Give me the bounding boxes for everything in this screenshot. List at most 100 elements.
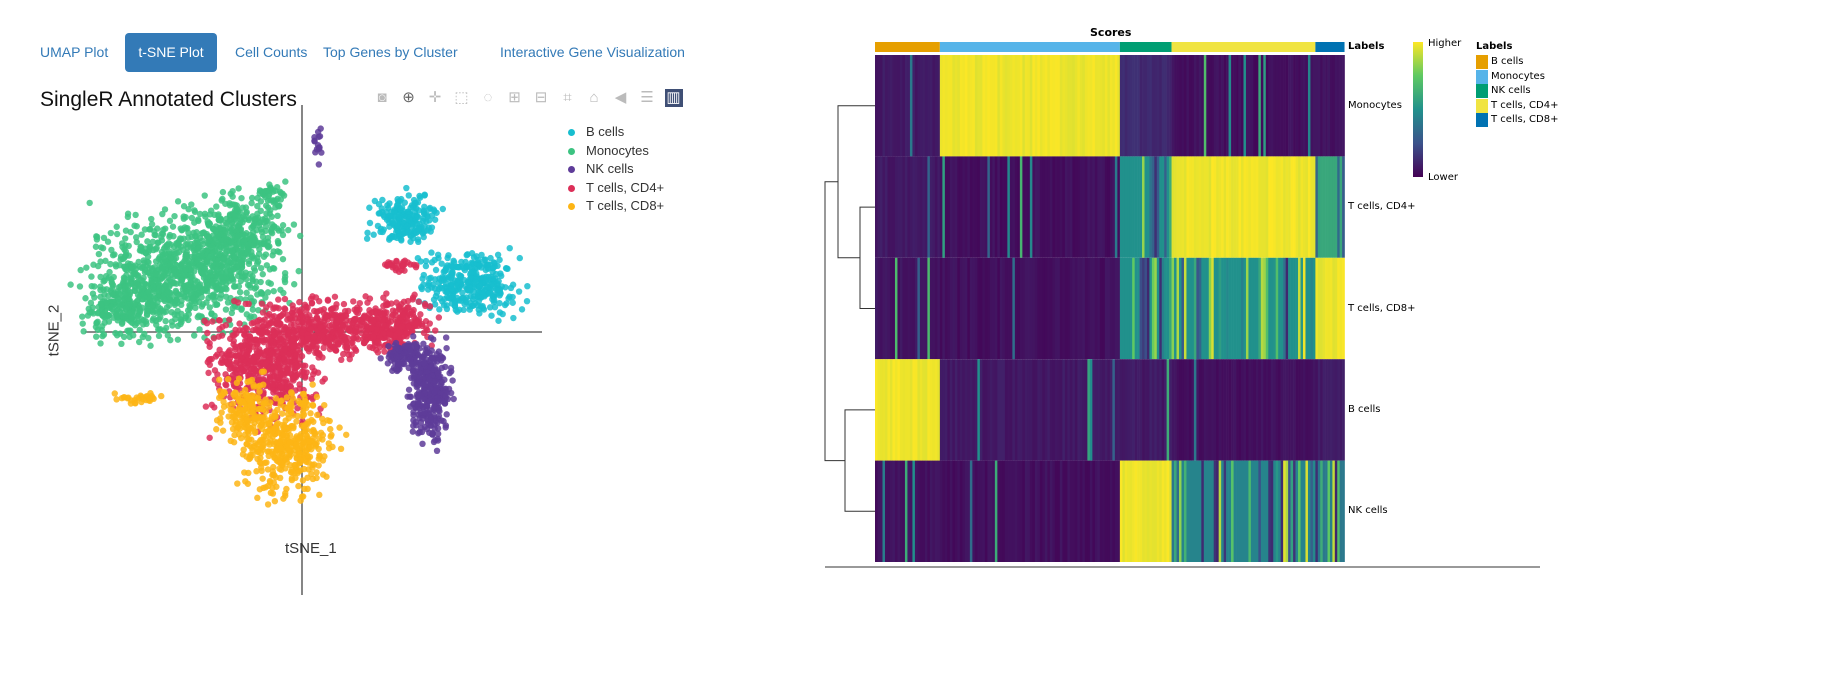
data-point <box>264 197 272 204</box>
heatmap-cell <box>969 257 973 360</box>
zoom-icon[interactable]: ⊕ <box>402 89 415 106</box>
data-point <box>181 271 189 279</box>
box-select-icon[interactable]: ⬚ <box>454 89 469 106</box>
hover-compare-icon[interactable]: ☰ <box>640 89 654 106</box>
data-point <box>122 314 129 322</box>
heatmap-cell <box>1112 257 1116 360</box>
heatmap-cell <box>1169 460 1172 562</box>
data-point <box>198 252 205 259</box>
heatmap-cell <box>1119 359 1123 461</box>
heatmap-cell <box>1074 55 1078 157</box>
heatmap-cell <box>917 156 921 258</box>
heatmap-cell <box>972 359 976 461</box>
data-point <box>98 323 106 330</box>
tsne-scatter-plot[interactable] <box>0 100 820 600</box>
heatmap-cell <box>1012 460 1016 562</box>
data-point <box>428 259 436 266</box>
heatmap-cell <box>1042 257 1046 360</box>
tab-interactive-gene-visualization[interactable]: Interactive Gene Visualization <box>500 44 685 60</box>
data-point <box>379 228 386 236</box>
heatmap-cell <box>917 55 921 157</box>
data-point <box>141 266 149 273</box>
heatmap-cell <box>1089 460 1093 562</box>
pan-icon[interactable]: ✛ <box>428 89 442 106</box>
heatmap-cell <box>1029 359 1033 461</box>
heatmap-cell <box>1092 359 1096 461</box>
zoom-in-icon[interactable]: ⊞ <box>508 89 521 106</box>
heatmap-cell <box>1082 359 1086 461</box>
plotly-logo-icon[interactable]: ▥ <box>664 89 683 107</box>
heatmap-cell <box>1064 55 1068 157</box>
data-point <box>133 319 141 327</box>
heatmap-cell <box>897 359 901 461</box>
data-point <box>140 274 147 282</box>
heatmap-cell <box>1049 55 1053 157</box>
heatmap-cell <box>894 156 898 258</box>
heatmap-cell <box>977 156 981 258</box>
heatmap-cell <box>1102 55 1106 157</box>
data-point <box>224 299 232 306</box>
heatmap-cell <box>897 156 901 258</box>
heatmap-cell <box>1044 156 1048 258</box>
data-point <box>181 282 188 290</box>
heatmap-cell <box>1017 257 1021 360</box>
heatmap-cell <box>1164 257 1167 360</box>
heatmap-cell <box>1049 359 1053 461</box>
heatmap-cell <box>877 460 881 562</box>
heatmap-cell <box>1037 460 1041 562</box>
heatmap-cell <box>982 55 986 157</box>
data-point <box>281 276 288 283</box>
heatmap-cell <box>1007 359 1011 461</box>
data-point <box>233 264 240 271</box>
lasso-icon[interactable]: ◌ <box>483 89 493 106</box>
heatmap-cell <box>1009 460 1013 562</box>
heatmap-cell <box>924 359 928 461</box>
heatmap-cell <box>944 460 948 562</box>
heatmap-cell <box>964 156 968 258</box>
heatmap-cell <box>1074 257 1078 360</box>
tab-tsne-plot[interactable]: t-SNE Plot <box>125 33 217 72</box>
heatmap-cell <box>1077 156 1081 258</box>
heatmap-cell <box>987 156 991 258</box>
data-point <box>238 273 246 280</box>
hover-closest-icon[interactable]: ◀ <box>614 89 627 106</box>
data-point <box>228 239 235 246</box>
heatmap-cell <box>909 55 913 157</box>
data-point <box>213 203 220 210</box>
heatmap-cell <box>1094 257 1098 360</box>
heatmap-cell <box>1069 359 1073 461</box>
heatmap-cell <box>909 156 913 258</box>
heatmap-cell <box>922 257 926 360</box>
heatmap-cell <box>989 257 993 360</box>
heatmap-cell <box>959 55 963 157</box>
data-point <box>243 311 251 318</box>
heatmap-cell <box>1129 55 1133 157</box>
home-icon[interactable]: ⌂ <box>589 89 599 106</box>
data-point <box>127 280 135 287</box>
heatmap-cell <box>982 359 986 461</box>
tab-cell-counts[interactable]: Cell Counts <box>235 44 308 60</box>
autoscale-icon[interactable]: ⌗ <box>563 89 572 106</box>
heatmap-cell <box>964 257 968 360</box>
data-point <box>370 231 377 238</box>
heatmap-cell <box>1156 460 1160 562</box>
camera-icon[interactable]: ◙ <box>377 89 387 106</box>
heatmap-cell <box>949 257 953 360</box>
heatmap-cell <box>1109 359 1113 461</box>
heatmap-cell <box>907 460 911 562</box>
data-point <box>203 299 210 306</box>
tab-umap-plot[interactable]: UMAP Plot <box>40 44 109 60</box>
tab-top-genes[interactable]: Top Genes by Cluster <box>323 44 458 60</box>
data-point <box>194 284 202 292</box>
data-point <box>223 232 230 240</box>
heatmap-cell <box>944 55 948 157</box>
data-point <box>177 235 184 242</box>
heatmap-cell <box>1034 460 1038 562</box>
heatmap-cell <box>1169 359 1172 461</box>
data-point <box>244 281 252 289</box>
heatmap-cell <box>1002 257 1006 360</box>
heatmap-cell <box>894 359 898 461</box>
heatmap-cell <box>882 257 886 360</box>
zoom-out-icon[interactable]: ⊟ <box>534 89 548 106</box>
heatmap-cell <box>949 156 953 258</box>
